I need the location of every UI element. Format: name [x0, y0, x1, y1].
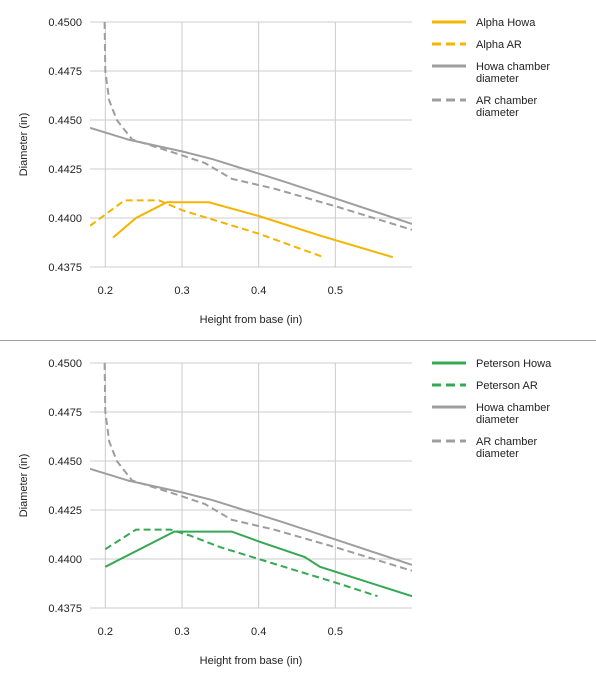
- legend-label-alpha-howa: Alpha Howa: [476, 17, 536, 29]
- x-axis-title: Height from base (in): [200, 655, 303, 667]
- legend-label-howa-chamber-diameter: diameter: [476, 73, 519, 85]
- chart-alpha: 0.4375 0.4400 0.4425 0.4450 0.4475 0.4500 0.2 0…: [18, 17, 550, 326]
- series-line-alpha-howa: [112, 201, 394, 259]
- y-tick-label: 0.4475: [48, 66, 82, 78]
- y-tick-label: 0.4400: [48, 554, 82, 566]
- legend-label-peterson-howa: Peterson Howa: [476, 358, 552, 370]
- y-tick-label: 0.4425: [48, 505, 82, 517]
- y-axis-title: Diameter (in): [18, 113, 30, 177]
- x-tick-label: 0.4: [251, 285, 266, 297]
- legend-label-alpha-ar: Alpha AR: [476, 39, 522, 51]
- series-line-howa-chamber-diameter: [90, 467, 412, 566]
- y-tick-label: 0.4375: [48, 262, 82, 274]
- y-tick-label: 0.4450: [48, 456, 82, 468]
- y-axis-title: Diameter (in): [18, 454, 30, 518]
- series-line-ar-chamber-diameter: [103, 362, 412, 572]
- legend-label-howa-chamber-diameter: diameter: [476, 414, 519, 426]
- series-line-howa-chamber-diameter: [90, 126, 412, 225]
- y-tick-label: 0.4500: [48, 358, 82, 370]
- y-tick-label: 0.4375: [48, 603, 82, 615]
- y-tick-label: 0.4475: [48, 407, 82, 419]
- chart-panel-peterson: 0.4375 0.4400 0.4425 0.4450 0.4475 0.4500 0.2 0…: [0, 341, 596, 681]
- y-tick-label: 0.4450: [48, 115, 82, 127]
- x-tick-label: 0.2: [98, 285, 113, 297]
- x-tick-label: 0.2: [98, 626, 113, 638]
- panel-divider: [0, 340, 596, 341]
- x-tick-label: 0.4: [251, 626, 266, 638]
- y-tick-label: 0.4400: [48, 213, 82, 225]
- y-tick-label: 0.4425: [48, 164, 82, 176]
- series-line-ar-chamber-diameter: [103, 21, 412, 231]
- y-tick-label: 0.4500: [48, 17, 82, 29]
- x-axis-title: Height from base (in): [200, 314, 303, 326]
- legend-label-howa-chamber-diameter: Howa chamber: [476, 61, 550, 73]
- legend-label-howa-chamber-diameter: Howa chamber: [476, 402, 550, 414]
- x-tick-label: 0.5: [328, 626, 343, 638]
- legend-label-peterson-ar: Peterson AR: [476, 380, 538, 392]
- legend-label-ar-chamber-diameter: AR chamber: [476, 436, 537, 448]
- legend-label-ar-chamber-diameter: AR chamber: [476, 95, 537, 107]
- legend-label-ar-chamber-diameter: diameter: [476, 107, 519, 119]
- x-tick-label: 0.3: [174, 626, 189, 638]
- series-line-peterson-howa: [104, 530, 412, 598]
- legend-label-ar-chamber-diameter: diameter: [476, 448, 519, 460]
- chart-peterson: 0.4375 0.4400 0.4425 0.4450 0.4475 0.4500 0.2 0…: [18, 358, 552, 667]
- chart-panel-alpha: 0.4375 0.4400 0.4425 0.4450 0.4475 0.4500 0.2 0…: [0, 0, 596, 340]
- x-tick-label: 0.5: [328, 285, 343, 297]
- series-line-peterson-ar: [104, 528, 378, 598]
- series-line-alpha-ar: [90, 199, 325, 259]
- x-tick-label: 0.3: [174, 285, 189, 297]
